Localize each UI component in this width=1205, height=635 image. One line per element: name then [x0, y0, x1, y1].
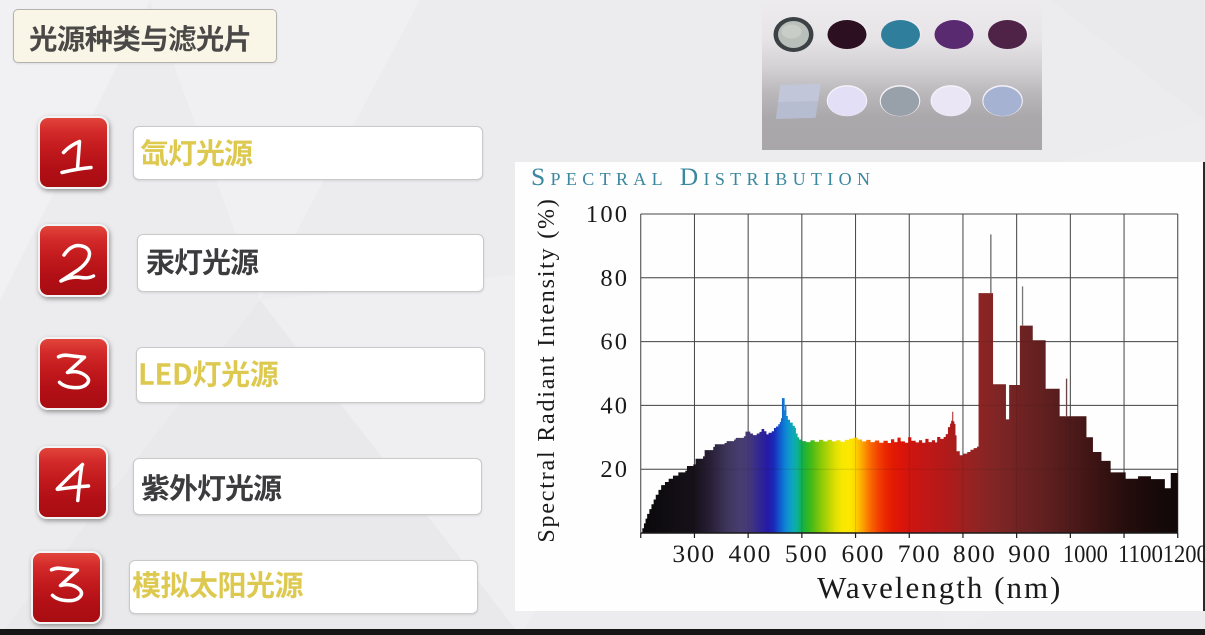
svg-text:300: 300	[672, 539, 716, 568]
svg-text:20: 20	[600, 456, 629, 483]
svg-text:800: 800	[952, 539, 996, 568]
svg-text:Wavelength (nm): Wavelength (nm)	[817, 570, 1062, 605]
svg-text:40: 40	[600, 392, 629, 419]
svg-text:Spectral Radiant Intensity (%): Spectral Radiant Intensity (%)	[533, 197, 559, 542]
svg-text:400: 400	[728, 539, 772, 568]
svg-text:1000: 1000	[1062, 539, 1107, 568]
svg-text:600: 600	[841, 539, 885, 568]
svg-text:700: 700	[897, 539, 941, 568]
svg-text:80: 80	[600, 265, 629, 292]
svg-text:1100: 1100	[1117, 539, 1162, 568]
svg-text:1200: 1200	[1162, 539, 1205, 568]
svg-text:500: 500	[784, 539, 828, 568]
svg-text:100: 100	[585, 201, 628, 228]
svg-text:900: 900	[1008, 539, 1052, 568]
svg-text:60: 60	[600, 329, 629, 356]
